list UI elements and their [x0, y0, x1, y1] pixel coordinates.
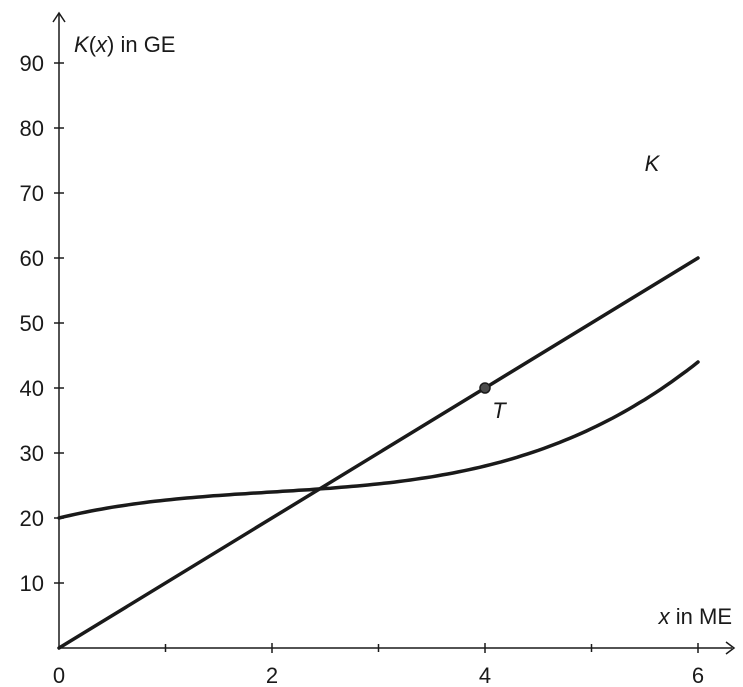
x-axis-label: x in ME	[658, 604, 732, 629]
y-tick-label: 60	[20, 246, 44, 271]
series: K	[57, 151, 700, 650]
y-tick-label: 20	[20, 506, 44, 531]
y-axis-arrow	[52, 11, 66, 23]
x-tick-label: 4	[479, 663, 491, 687]
point-marker	[479, 382, 491, 394]
y-tick-label: 10	[20, 571, 44, 596]
x-axis-arrow	[725, 641, 736, 655]
y-axis-label-open: (	[89, 32, 97, 57]
y-axis-label-rest: in GE	[114, 32, 175, 57]
y-axis-label-arg: x	[95, 32, 108, 57]
y-tick-label: 50	[20, 311, 44, 336]
series-label: K	[645, 151, 661, 176]
y-axis-label: K(x) in GE	[74, 32, 175, 57]
x-tick-label: 0	[53, 663, 65, 687]
y-tick-label: 90	[20, 51, 44, 76]
x-tick-label: 6	[692, 663, 704, 687]
axes	[52, 11, 736, 655]
x-axis-label-var: x	[658, 604, 671, 629]
series-line	[57, 256, 700, 650]
y-axis-label-close: )	[107, 32, 114, 57]
points: T	[479, 382, 507, 423]
y-tick-label: 80	[20, 116, 44, 141]
point-label: T	[492, 398, 507, 423]
y-tick-label: 40	[20, 376, 44, 401]
x-tick-label: 2	[266, 663, 278, 687]
y-tick-label: 30	[20, 441, 44, 466]
series-curve	[57, 360, 700, 520]
x-axis-label-rest: in ME	[670, 604, 732, 629]
ticks: 0 2 4 6 10 20 30 40 50 60 70 80 90	[20, 51, 705, 687]
y-tick-label: 70	[20, 181, 44, 206]
y-axis-label-var: K	[74, 32, 90, 57]
